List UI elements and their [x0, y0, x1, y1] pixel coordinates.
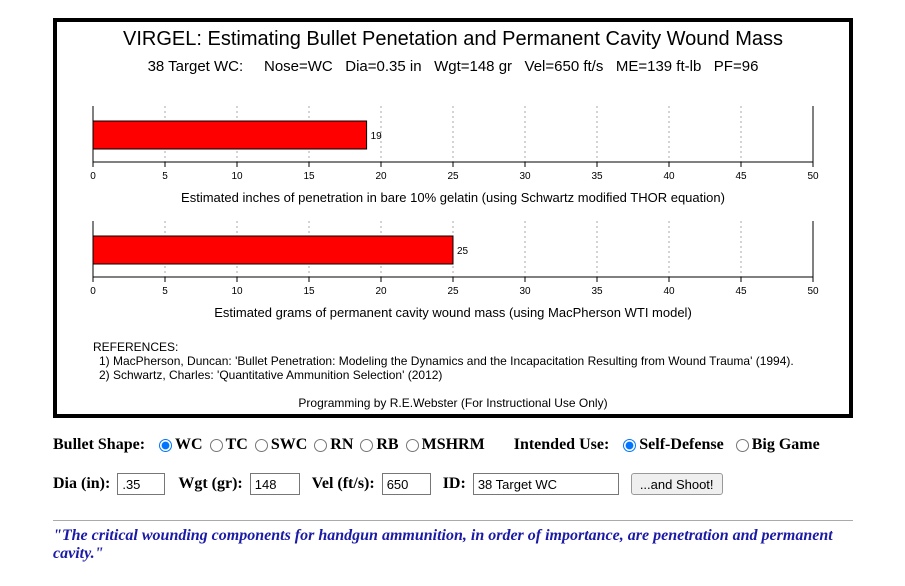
x-tick-label: 35 [591, 286, 603, 297]
shape-option-rn[interactable]: RN [314, 436, 353, 454]
x-tick-label: 20 [375, 171, 387, 182]
dia-label: Dia (in): [53, 475, 111, 492]
wgt-label: Wgt (gr): [178, 475, 243, 492]
penetration-chart-caption: Estimated inches of penetration in bare … [181, 190, 725, 205]
bar-value-label: 25 [457, 246, 469, 257]
x-tick-label: 5 [162, 171, 168, 182]
programming-credit: Programming by R.E.Webster (For Instruct… [298, 396, 608, 410]
shape-option-mshrm[interactable]: MSHRM [405, 436, 485, 454]
vel-label: Vel (ft/s): [311, 475, 375, 492]
x-tick-label: 10 [231, 171, 243, 182]
wound-mass-chart: 0 5 10 15 20 25 30 35 40 45 50 25 [90, 221, 819, 297]
x-tick-label: 40 [663, 286, 675, 297]
id-label: ID: [442, 475, 466, 492]
penetration-chart: 0 5 10 15 20 25 30 35 40 45 50 19 [90, 106, 819, 182]
x-tick-label: 25 [447, 171, 459, 182]
dia-input[interactable] [117, 473, 166, 495]
x-tick-label: 0 [90, 171, 96, 182]
id-input[interactable] [472, 473, 619, 495]
use-radio-self-defense[interactable] [623, 438, 637, 452]
bullet-summary: 38 Target WC: Nose=WC Dia=0.35 in Wgt=14… [147, 58, 759, 75]
parameters-row: Dia (in): Wgt (gr): Vel (ft/s): ID: ...a… [53, 473, 723, 495]
x-tick-label: 15 [303, 171, 315, 182]
shape-radio-mshrm[interactable] [405, 438, 419, 452]
x-tick-label: 50 [807, 286, 819, 297]
x-tick-label: 40 [663, 171, 675, 182]
use-option-self-defense[interactable]: Self-Defense [623, 436, 724, 454]
x-tick-label: 10 [231, 286, 243, 297]
reference-item: 1) MacPherson, Duncan: 'Bullet Penetrati… [99, 354, 794, 368]
use-option-big-game[interactable]: Big Game [735, 436, 820, 454]
shape-option-rb[interactable]: RB [360, 436, 399, 454]
bar [92, 235, 454, 265]
shape-radio-rb[interactable] [360, 438, 374, 452]
references: REFERENCES: 1) MacPherson, Duncan: 'Bull… [93, 340, 794, 382]
shoot-button[interactable]: ...and Shoot! [630, 473, 723, 495]
bar [92, 120, 368, 150]
x-tick-label: 45 [735, 286, 747, 297]
x-tick-label: 30 [519, 171, 531, 182]
x-tick-label: 35 [591, 171, 603, 182]
shape-option-tc[interactable]: TC [209, 436, 248, 454]
x-tick-label: 45 [735, 171, 747, 182]
vel-input[interactable] [381, 473, 431, 495]
shape-radio-swc[interactable] [254, 438, 268, 452]
x-tick-label: 20 [375, 286, 387, 297]
x-tick-label: 30 [519, 286, 531, 297]
intended-use-label: Intended Use: [513, 436, 610, 453]
quote-text: "The critical wounding components for ha… [53, 527, 833, 562]
reference-item: 2) Schwartz, Charles: 'Quantitative Ammu… [99, 368, 443, 382]
shape-option-swc[interactable]: SWC [254, 436, 307, 454]
references-heading: REFERENCES: [93, 340, 179, 354]
x-tick-label: 25 [447, 286, 459, 297]
x-tick-label: 5 [162, 286, 168, 297]
bar-value-label: 19 [371, 131, 383, 142]
page-title: VIRGEL: Estimating Bullet Penetation and… [123, 28, 783, 50]
shape-use-row: Bullet Shape: WC TC SWC RN RB MSHRM Inte… [53, 436, 827, 454]
x-tick-label: 0 [90, 286, 96, 297]
shape-radio-rn[interactable] [314, 438, 328, 452]
wgt-input[interactable] [249, 473, 300, 495]
x-tick-label: 50 [807, 171, 819, 182]
shape-radio-wc[interactable] [159, 438, 173, 452]
wound-mass-chart-caption: Estimated grams of permanent cavity woun… [214, 305, 692, 320]
divider [53, 520, 853, 521]
shape-radio-tc[interactable] [209, 438, 223, 452]
x-tick-label: 15 [303, 286, 315, 297]
use-radio-big-game[interactable] [735, 438, 749, 452]
bullet-shape-label: Bullet Shape: [53, 436, 146, 453]
shape-option-wc[interactable]: WC [159, 436, 203, 454]
results-panel: VIRGEL: Estimating Bullet Penetation and… [53, 18, 853, 418]
